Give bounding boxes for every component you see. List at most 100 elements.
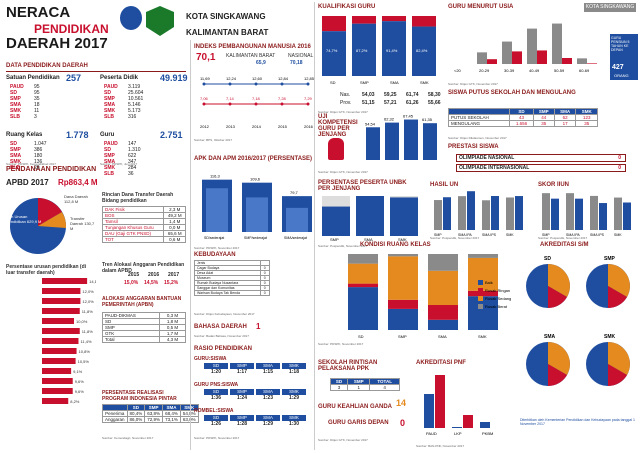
unbk-bar-chart: SMP SMA SMK: [322, 196, 418, 242]
row-label: SMA: [10, 102, 22, 108]
rasio-value: 1:18: [288, 369, 299, 375]
apk-category: SD/sederajat: [204, 236, 224, 240]
un-2017: [467, 191, 475, 230]
ipm-nasional-label: NASIONAL: [288, 53, 314, 59]
rasio-head: SMA: [256, 363, 280, 369]
cell: 4: [369, 384, 400, 391]
row-value: 36: [128, 171, 134, 177]
apk-title: APK DAN APM 2016/2017 (persentase): [194, 156, 313, 162]
legend-label: Rusak Sedang: [485, 296, 511, 301]
row-label: SD: [104, 90, 111, 96]
akreditasi-title: AKREDITASI S/M: [540, 242, 589, 248]
rasio-subtitle: ROMBEL:SISWA: [194, 408, 234, 414]
row-value: 29: [34, 165, 40, 171]
rincian-title: Rincian Dana Transfer Daerah Bidang pend…: [102, 192, 174, 204]
row-label: PAUD: [104, 141, 118, 147]
cell: 68,4%: [162, 410, 181, 417]
table-row: Tunjangan Khusus Guru 0,0 M: [101, 224, 186, 231]
usia-bar-a: [527, 28, 537, 65]
nilai-cell: 59,25: [384, 92, 397, 98]
legend-label: Rusak Berat: [485, 304, 508, 309]
rasio-head: SMP: [230, 389, 254, 395]
usia-cat: 50-59: [554, 68, 565, 73]
kondisi-segment: [468, 296, 498, 330]
kondisi-segment: [428, 270, 458, 306]
row-value: 11: [34, 108, 40, 114]
iiun-2016: [542, 193, 550, 230]
row-value: 136: [34, 159, 43, 165]
rasio-value: 1:30: [288, 421, 299, 427]
uji-value: 54,54: [365, 121, 376, 126]
iiun-2016: [566, 193, 574, 230]
usia-cat: 30-39: [504, 68, 515, 73]
bahasa-source: Sumber: Badan Bahasa, November 2017: [194, 334, 249, 338]
pip-title: PERSENTASE REALISASI PROGRAM INDONESIA P…: [102, 390, 177, 402]
pnf-source: Sumber: BAN-PNF, November 2017: [416, 444, 465, 448]
ipm-label: 7,29: [304, 96, 313, 101]
akreditasi-slice: [548, 264, 570, 297]
rintisan-table: SD SMP TOTAL 3 1 4: [329, 378, 400, 391]
iiun-2016: [614, 197, 622, 230]
table-row: MENGULANG 1.656 35 17 35: [447, 120, 598, 127]
row-value: 10.561: [128, 96, 144, 102]
cell: Penerima: [102, 410, 128, 417]
uji-bar: [385, 122, 399, 160]
ipm-label: 7,18: [252, 96, 261, 101]
usia-cat: 60-69: [579, 68, 590, 73]
pnf-cat: PAUD: [426, 431, 437, 436]
rasio-title: RASIO PENDIDIKAN: [194, 346, 253, 352]
row-label: SD: [104, 147, 111, 153]
tren-value: 15,2%: [164, 280, 179, 286]
rasio-value: 1:17: [236, 369, 247, 375]
block-label: Satuan Pendidikan: [6, 75, 60, 81]
urusan-bar: [42, 378, 73, 384]
row-value: 347: [128, 159, 137, 165]
block-total: 49.919: [160, 73, 188, 83]
kebudayaan-title: KEBUDAYAAN: [194, 252, 236, 258]
ipm-year: 2012: [200, 124, 210, 129]
row-label: SMP: [104, 153, 115, 159]
hasil-un-chart: SMP SMA IPA SMA IPS SMK: [434, 191, 523, 237]
row-value: 284: [128, 165, 137, 171]
pnf-cat: PKBM: [482, 431, 493, 436]
kebudayaan-table: Jenis Cagar Budaya 0 Desa Adat 0 Museum 0 Rumah…: [194, 260, 270, 296]
nilai-cell: 61,26: [406, 100, 419, 106]
pnf-bar-chart: PAUD LKP PKBM: [424, 375, 493, 436]
kualifikasi-high: [382, 21, 406, 76]
kualifikasi-value: 74,7%: [326, 48, 338, 53]
kualifikasi-value: 82,4%: [416, 48, 428, 53]
urusan-bar: [42, 298, 81, 304]
kualifikasi-low: [412, 16, 436, 27]
rasio-value: 1:28: [236, 421, 247, 427]
akreditasi-slice: [608, 286, 627, 308]
nilai-cell: 54,03: [362, 92, 375, 98]
uji-title: UJI KOMPETENSI GURU PER JENJANG: [318, 114, 358, 138]
urusan-bar-label: 10,8%: [79, 349, 91, 354]
uji-value: 67,45: [403, 114, 414, 119]
cell: 0,6 M: [163, 236, 186, 243]
pensiun-value: 427: [612, 64, 624, 71]
row-label: SD: [10, 90, 17, 96]
table-row: Total 4,3 M: [101, 336, 186, 343]
urusan-bar: [42, 358, 76, 364]
ipm-year: 2014: [252, 124, 262, 129]
row-value: 35: [34, 96, 40, 102]
ipm-kalbar-value: 65,9: [256, 60, 266, 66]
tren-year: 2015: [128, 272, 140, 278]
ipm-year: 2013: [226, 124, 236, 129]
pensiun-box: [610, 34, 638, 80]
kualifikasi-low: [382, 16, 406, 22]
pnf-terakreditasi: [424, 394, 434, 428]
urusan-bar-label: 10,0%: [76, 319, 88, 324]
prestasi-internasional: OLIMPIADE INTERNASIONAL 0: [456, 164, 626, 172]
keahlian-title: GURU KEAHLIAN GANDA: [318, 404, 392, 410]
apk-bar-chart: 116,3 SD/sederajat 109,6 SMP/sederajat 79,7 S…: [202, 174, 312, 240]
putus-table: SD SMP SMA SMK PUTUS SEKOLAH 43 44 62 123 MENGULA…: [447, 108, 598, 127]
row-value: 386: [34, 147, 43, 153]
unbk-cat: SMK: [398, 237, 407, 242]
row-label: SMP: [10, 96, 21, 102]
nilai-cell: 61,74: [406, 92, 419, 98]
cell: Anggaran: [102, 416, 128, 423]
akreditasi-cat: SMP: [604, 256, 616, 262]
